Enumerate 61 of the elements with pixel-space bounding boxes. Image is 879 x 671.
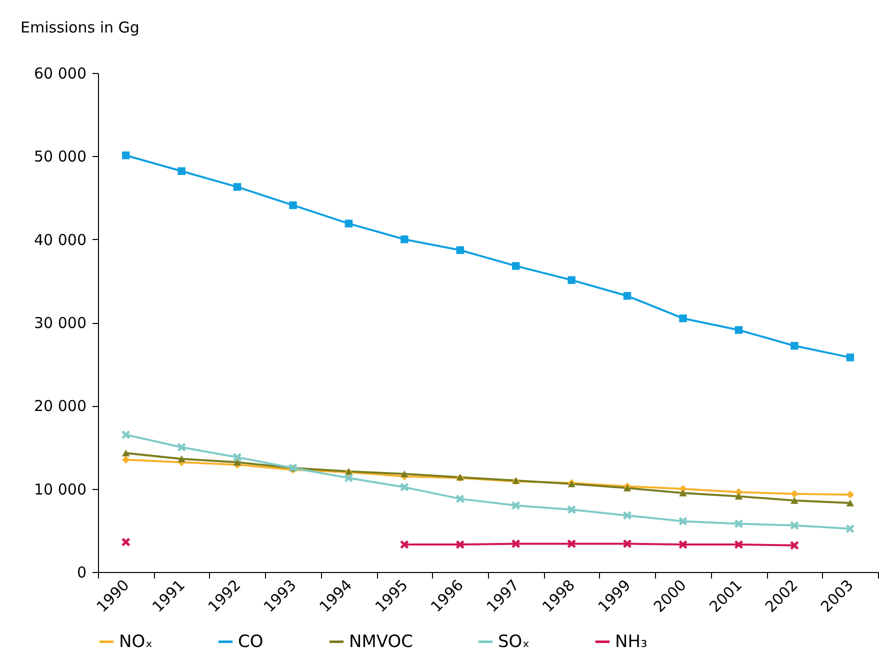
point <box>176 442 186 452</box>
point <box>400 235 408 244</box>
point <box>846 500 854 506</box>
point <box>511 539 520 548</box>
point <box>400 540 410 550</box>
point <box>734 492 743 500</box>
y-tick-label: 50 000 <box>34 148 86 166</box>
point <box>790 520 800 530</box>
point <box>846 354 854 362</box>
point <box>790 540 800 550</box>
point <box>622 510 632 520</box>
point <box>734 326 743 334</box>
point <box>679 314 687 322</box>
point <box>622 539 632 548</box>
point <box>344 473 354 483</box>
y-tick-label: 0 <box>76 564 86 582</box>
point <box>623 484 632 492</box>
point <box>846 524 855 534</box>
point <box>846 490 854 499</box>
point <box>623 292 632 300</box>
point <box>790 497 798 504</box>
point <box>289 201 297 210</box>
y-tick-label: 20 000 <box>34 397 86 416</box>
point <box>122 456 130 464</box>
point <box>679 490 687 496</box>
point <box>790 342 798 350</box>
legend-label: SOₓ <box>498 632 530 652</box>
point <box>734 519 744 528</box>
point <box>566 539 576 548</box>
y-tick-label: 30 000 <box>34 314 86 332</box>
y-tick-label: 60 000 <box>34 64 86 82</box>
legend-label: CO <box>238 632 264 652</box>
point <box>121 430 130 440</box>
point <box>734 540 744 550</box>
point <box>121 537 130 547</box>
legend-label: NH₃ <box>615 632 648 652</box>
point <box>566 505 576 514</box>
point <box>400 482 410 492</box>
point <box>456 540 465 550</box>
point <box>178 456 186 462</box>
point <box>678 516 688 526</box>
point <box>512 262 520 270</box>
point <box>400 470 408 478</box>
legend-label: NMVOC <box>349 632 413 652</box>
point <box>511 500 520 510</box>
point <box>233 458 242 466</box>
point <box>678 540 688 550</box>
point <box>233 183 242 191</box>
point <box>456 246 464 254</box>
point <box>568 276 576 284</box>
legend-label: NOₓ <box>119 632 153 652</box>
point <box>122 450 130 456</box>
point <box>790 490 798 498</box>
y-tick-label: 40 000 <box>34 230 86 249</box>
y-tick-label: 10 000 <box>34 480 86 498</box>
point <box>456 494 465 504</box>
point <box>232 452 242 462</box>
y-axis-title: Emissions in Gg <box>20 18 140 36</box>
point <box>178 167 186 176</box>
point <box>344 220 353 228</box>
point <box>122 151 130 160</box>
